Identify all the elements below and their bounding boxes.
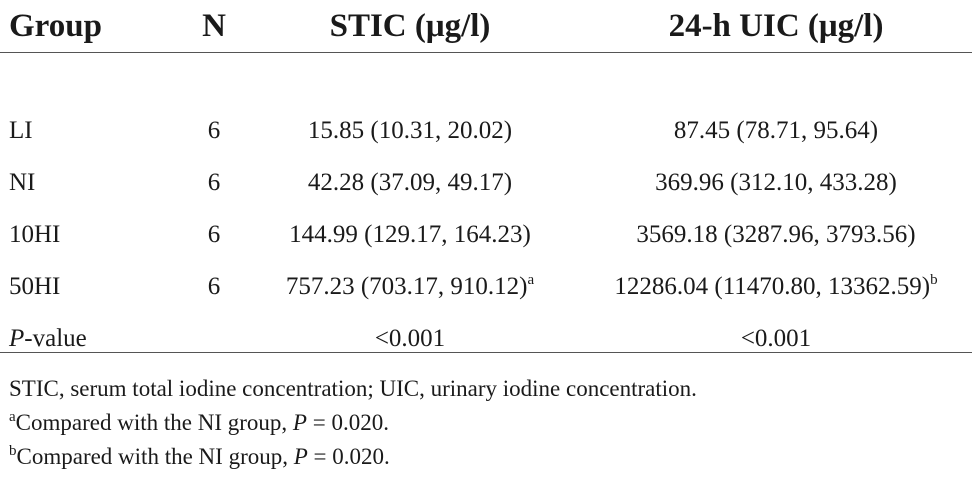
cell-uic-value: 87.45 (78.71, 95.64) [673,117,879,144]
footnote-abbreviations: STIC, serum total iodine concentration; … [9,376,697,401]
spacer-row [0,53,972,106]
cell-uic: 87.45 (78.71, 95.64) [571,105,972,157]
cell-pvalue-n [179,313,249,375]
table-row: 10HI 6 144.99 (129.17, 164.23) 3569.18 (… [0,209,972,261]
header-n: N [179,0,249,53]
cell-uic-value: 12286.04 (11470.80, 13362.59) [614,273,931,300]
pvalue-row: P-value <0.001 <0.001 [0,313,972,375]
cell-uic: 12286.04 (11470.80, 13362.59)b [571,261,972,313]
cell-group: LI [9,117,33,144]
cell-uic-value: 3569.18 (3287.96, 3793.56) [636,221,916,248]
cell-group: 10HI [9,221,61,248]
table-bottom-rule [0,352,972,353]
cell-stic: 144.99 (129.17, 164.23) [249,209,571,261]
cell-pvalue-uic: <0.001 [740,325,812,352]
cell-n: 6 [207,169,221,196]
cell-stic-value: 757.23 (703.17, 910.12) [285,273,528,300]
cell-uic-sup: b [930,272,938,288]
header-group: Group [0,0,179,53]
cell-group: 50HI [9,273,61,300]
cell-stic-value: 144.99 (129.17, 164.23) [289,221,531,248]
cell-stic: 757.23 (703.17, 910.12)a [249,261,571,313]
header-row: Group N STIC (μg/l) 24-h UIC (μg/l) [0,0,972,53]
cell-stic-value: 42.28 (37.09, 49.17) [307,169,513,196]
cell-stic-sup: a [527,272,535,288]
cell-pvalue-stic: <0.001 [374,325,446,352]
pvalue-label-rest: -value [24,325,87,352]
footnote-a-mark: a [9,409,16,425]
results-table-container: Group N STIC (μg/l) 24-h UIC (μg/l) LI 6… [0,0,972,375]
pvalue-label-p: P [9,325,25,352]
cell-uic: 3569.18 (3287.96, 3793.56) [571,209,972,261]
footnote-a-text-after: = 0.020. [306,410,389,435]
footnote-a-p: P [292,410,307,435]
table-row: LI 6 15.85 (10.31, 20.02) 87.45 (78.71, … [0,105,972,157]
cell-pvalue-label: P-value [0,313,179,375]
footnote-b-text-after: = 0.020. [307,444,390,469]
footnote-a-text-before: Compared with the NI group, [15,410,293,435]
cell-stic-value: 15.85 (10.31, 20.02) [307,117,513,144]
footnote-b-p: P [293,444,308,469]
cell-uic-value: 369.96 (312.10, 433.28) [655,169,897,196]
cell-group: NI [9,169,36,196]
header-stic: STIC (μg/l) [249,0,571,53]
cell-n: 6 [207,117,221,144]
cell-stic: 42.28 (37.09, 49.17) [249,157,571,209]
footnote-b-mark: b [9,443,17,459]
table-row: 50HI 6 757.23 (703.17, 910.12)a 12286.04… [0,261,972,313]
header-uic: 24-h UIC (μg/l) [571,0,972,53]
footnote-a: aCompared with the NI group, P = 0.020. [9,406,697,440]
results-table: Group N STIC (μg/l) 24-h UIC (μg/l) LI 6… [0,0,972,375]
cell-n: 6 [207,221,221,248]
footnote-b-text-before: Compared with the NI group, [16,444,294,469]
cell-stic: 15.85 (10.31, 20.02) [249,105,571,157]
table-row: NI 6 42.28 (37.09, 49.17) 369.96 (312.10… [0,157,972,209]
footnote-b: bCompared with the NI group, P = 0.020. [9,440,697,474]
cell-uic: 369.96 (312.10, 433.28) [571,157,972,209]
cell-n: 6 [207,273,221,300]
table-footnotes: STIC, serum total iodine concentration; … [9,372,697,474]
